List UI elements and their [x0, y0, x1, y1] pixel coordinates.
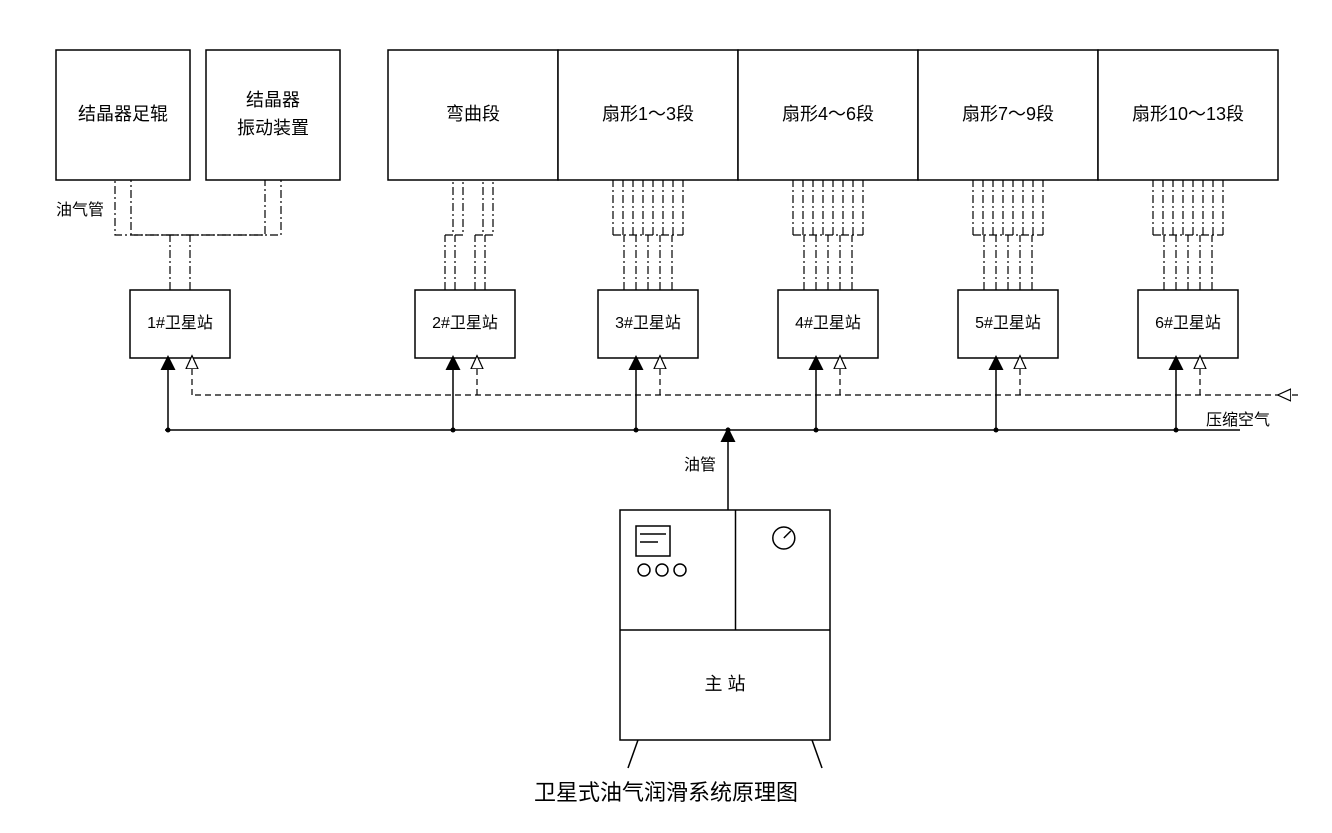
- diagram-canvas: 结晶器足辊 结晶器振动装置 弯曲段 扇形1～3段 扇形4～6段 扇形7～9段 扇形10～13…: [0, 0, 1332, 833]
- knob-icon: [656, 564, 668, 576]
- knob-icon: [674, 564, 686, 576]
- connector: [485, 180, 493, 235]
- connector: [131, 180, 190, 235]
- junction-dot: [166, 428, 171, 433]
- connector: [115, 180, 170, 235]
- junction-dot: [726, 428, 731, 433]
- oil-pipe-label: 油管: [684, 456, 716, 474]
- compressed-air-label: 压缩空气: [1206, 411, 1270, 429]
- connector: [190, 180, 281, 235]
- oil-gas-pipe-label: 油气管: [56, 201, 104, 219]
- junction-dot: [994, 428, 999, 433]
- top-label-crystallizer-osc-2: 振动装置: [237, 118, 309, 138]
- top-label-crystallizer-roll: 结晶器足辊: [78, 104, 168, 124]
- main-station-label: 主 站: [704, 674, 745, 694]
- top-label-sector-7-9: 扇形7～9段: [962, 104, 1054, 124]
- satellite-label-sat4: 4#卫星站: [795, 314, 861, 332]
- top-label-sector-4-6: 扇形4～6段: [782, 104, 874, 124]
- main-station-panel: [636, 526, 670, 556]
- junction-dot: [634, 428, 639, 433]
- top-label-sector-10-13: 扇形10～13段: [1132, 104, 1244, 124]
- junction-dot: [814, 428, 819, 433]
- connector: [475, 180, 483, 235]
- knob-icon: [638, 564, 650, 576]
- satellite-label-sat6: 6#卫星站: [1155, 314, 1221, 332]
- top-label-crystallizer-osc-1: 结晶器: [246, 90, 300, 110]
- satellite-label-sat5: 5#卫星站: [975, 314, 1041, 332]
- connector: [455, 180, 463, 235]
- connector: [170, 180, 265, 235]
- satellite-label-sat2: 2#卫星站: [432, 314, 498, 332]
- connector: [628, 740, 638, 768]
- top-label-bend-section: 弯曲段: [446, 104, 500, 124]
- top-box-crystallizer-osc: [206, 50, 340, 180]
- junction-dot: [1174, 428, 1179, 433]
- connector: [812, 740, 822, 768]
- diagram-title: 卫星式油气润滑系统原理图: [534, 780, 798, 805]
- satellite-label-sat1: 1#卫星站: [147, 314, 213, 332]
- junction-dot: [451, 428, 456, 433]
- connector: [445, 180, 453, 235]
- satellite-label-sat3: 3#卫星站: [615, 314, 681, 332]
- top-label-sector-1-3: 扇形1～3段: [602, 104, 694, 124]
